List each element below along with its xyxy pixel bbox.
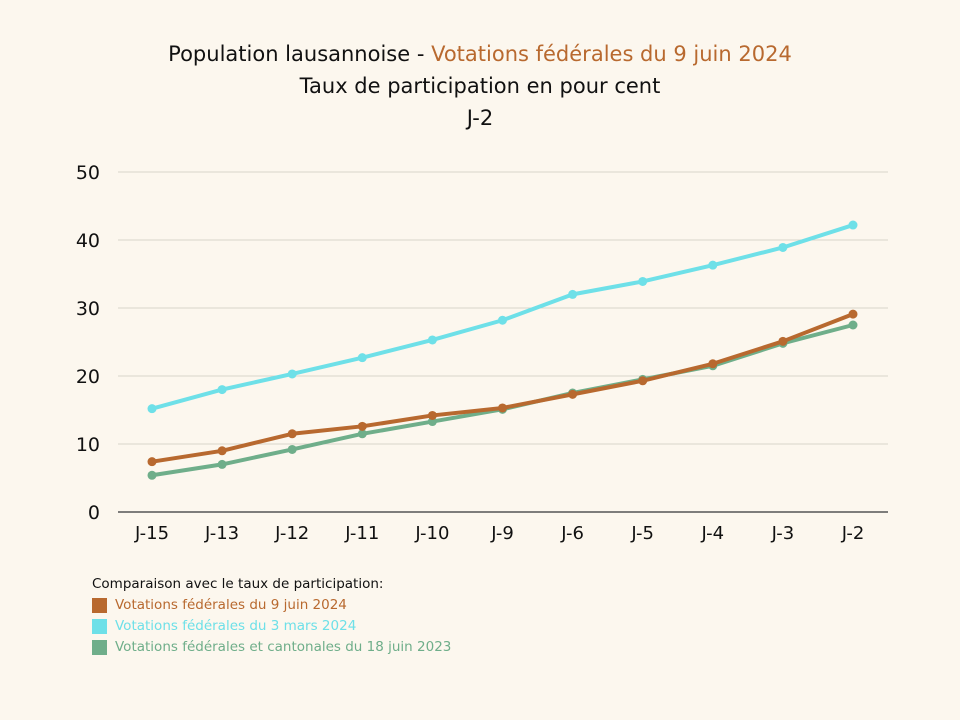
x-tick-label: J-4: [700, 523, 724, 544]
legend-swatch: [92, 640, 107, 655]
series-line: [150, 312, 855, 464]
legend-heading: Comparaison avec le taux de participatio…: [92, 576, 384, 592]
data-point: [427, 410, 437, 420]
legend-label: Votations fédérales du 3 mars 2024: [115, 618, 357, 634]
x-tick-label: J-15: [134, 523, 169, 544]
title-highlight: Votations fédérales du 9 juin 2024: [431, 42, 792, 66]
legend-label: Votations fédérales du 9 juin 2024: [115, 597, 347, 613]
data-point: [498, 315, 507, 325]
x-tick-label: J-2: [841, 523, 865, 544]
data-point: [778, 242, 788, 252]
data-point: [357, 353, 367, 363]
x-tick-label: J-13: [204, 523, 239, 544]
y-tick-label: 30: [76, 298, 100, 320]
data-point: [357, 421, 367, 431]
series-line: [150, 323, 855, 478]
data-point: [778, 336, 788, 346]
data-point: [848, 220, 858, 230]
x-tick-label: J-3: [771, 523, 795, 544]
data-point: [848, 309, 858, 319]
y-tick-label: 10: [76, 434, 100, 456]
title-prefix: Population lausannoise -: [168, 42, 432, 66]
chart-title-block: Population lausannoise - Votations fédér…: [0, 38, 960, 134]
data-point: [217, 459, 227, 469]
x-tick-label: J-12: [274, 523, 309, 544]
legend-swatch: [92, 619, 107, 634]
x-tick-label: J-9: [490, 523, 514, 544]
data-point: [638, 276, 648, 286]
legend: Comparaison avec le taux de participatio…: [92, 574, 451, 658]
data-point: [287, 369, 297, 379]
x-tick-label: J-11: [344, 523, 379, 544]
y-tick-label: 50: [76, 162, 100, 184]
y-tick-label: 40: [76, 230, 100, 252]
y-tick-label: 0: [88, 502, 100, 524]
data-point: [287, 429, 297, 439]
data-point: [638, 376, 648, 386]
data-point: [217, 446, 227, 456]
data-point: [848, 320, 858, 330]
data-point: [708, 260, 718, 270]
legend-item: Votations fédérales du 9 juin 2024: [92, 595, 451, 616]
chart-day-label: J-2: [466, 106, 494, 130]
data-point: [427, 335, 437, 345]
y-tick-label: 20: [76, 366, 100, 388]
legend-label: Votations fédérales et cantonales du 18 …: [115, 639, 452, 655]
legend-item: Votations fédérales du 3 mars 2024: [92, 616, 451, 637]
data-point: [147, 457, 157, 467]
data-point: [357, 429, 367, 439]
data-point: [708, 359, 718, 369]
x-tick-label: J-5: [630, 523, 654, 544]
data-point: [217, 385, 227, 395]
data-point: [147, 470, 157, 480]
data-point: [287, 444, 297, 454]
data-point: [568, 389, 578, 399]
legend-swatch: [92, 598, 107, 613]
data-point: [498, 403, 507, 413]
legend-item: Votations fédérales et cantonales du 18 …: [92, 637, 451, 658]
data-point: [147, 404, 157, 414]
chart-title: Population lausannoise - Votations fédér…: [0, 38, 960, 70]
data-point: [568, 289, 578, 299]
x-tick-label: J-10: [414, 523, 449, 544]
chart-subtitle: Taux de participation en pour cent: [299, 74, 661, 98]
legend-items: Votations fédérales du 9 juin 2024 Votati…: [92, 595, 451, 658]
x-tick-label: J-6: [560, 523, 584, 544]
